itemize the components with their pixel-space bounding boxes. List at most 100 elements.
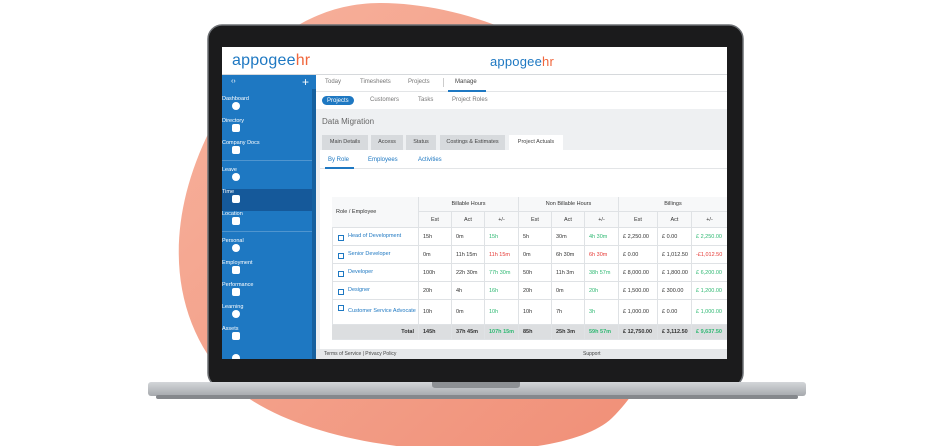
row-label-text[interactable]: Developer (348, 268, 374, 275)
top-tab[interactable]: Timesheets (360, 79, 391, 85)
view-tab[interactable]: By Role (328, 157, 350, 163)
sidebar-label: Company Docs (222, 140, 260, 146)
sidebar-item[interactable]: Learning (222, 304, 312, 326)
sub-tab[interactable]: Project Roles (452, 97, 488, 103)
column-header: +/- (585, 212, 619, 228)
sidebar-item[interactable]: Directory (222, 118, 312, 140)
table-cell: 11h 3m (552, 264, 585, 282)
laptop-lip (156, 395, 798, 399)
group-header: Billings (619, 197, 727, 212)
row-header: Role / Employee (332, 197, 419, 228)
top-tab[interactable]: Manage (455, 79, 477, 85)
logo-text: appogee (232, 52, 296, 69)
content-panel (320, 150, 727, 349)
table-cell: 0m (519, 246, 552, 264)
table-cell: 30m (552, 228, 585, 246)
logo-accent: hr (542, 54, 554, 69)
table-cell: £ 1,200.00 (692, 282, 727, 300)
row-label-text[interactable]: Head of Development (348, 232, 402, 239)
table-cell: 6h 30m (552, 246, 585, 264)
logo-accent: hr (295, 52, 311, 69)
table-cell: £ 0.00 (658, 300, 692, 325)
top-tab[interactable]: Today (325, 79, 342, 85)
table-border (332, 197, 333, 340)
footer-links[interactable]: Terms of Service | Privacy Policy (324, 351, 397, 357)
column-header: +/- (485, 212, 519, 228)
row-label-text[interactable]: Customer Service Advocate (348, 308, 416, 315)
active-view-underline (325, 167, 354, 169)
sidebar-item[interactable]: Dashboard (222, 96, 312, 118)
column-header: Est (519, 212, 552, 228)
section-tab[interactable]: Main Details (322, 135, 368, 150)
sidebar-label: Personal (222, 238, 244, 244)
expand-icon (338, 271, 344, 277)
section-tab[interactable]: Status (406, 135, 436, 150)
sidebar-item[interactable]: Personal (222, 238, 312, 260)
sidebar-item[interactable]: Employment (222, 260, 312, 282)
row-label: Senior Developer (332, 246, 419, 264)
view-tab[interactable]: Employees (368, 157, 398, 163)
sub-tab[interactable]: Projects (322, 96, 354, 105)
row-label: Customer Service Advocate (332, 300, 419, 325)
sidebar-item-partial (232, 354, 240, 359)
collapse-icon[interactable]: ‹› (231, 78, 236, 85)
sub-tab[interactable]: Tasks (418, 97, 434, 103)
add-button[interactable]: + (302, 75, 310, 89)
row-label: Designer (332, 282, 419, 300)
logo-left: appogeehr (232, 52, 310, 70)
table-cell: 20h (519, 282, 552, 300)
row-label-text[interactable]: Senior Developer (348, 250, 391, 257)
table-cell: 20h (585, 282, 619, 300)
top-tab[interactable]: Projects (408, 79, 430, 85)
table-cell: 11h 15m (485, 246, 519, 264)
sidebar-item[interactable]: Location (222, 211, 312, 233)
table-cell: 15h (419, 228, 452, 246)
sidebar: ‹› + Dashboard Directory Company Docs Leave… (222, 75, 316, 359)
sidebar-icon (232, 244, 240, 252)
scrollbar (312, 89, 316, 359)
table-cell: 0m (452, 300, 485, 325)
view-tab[interactable]: Activities (418, 157, 442, 163)
table-cell: 15h (485, 228, 519, 246)
logo-text: appogee (490, 54, 543, 69)
table-cell: 38h 57m (585, 264, 619, 282)
table-cell: 10h (419, 300, 452, 325)
sidebar-item[interactable]: Time (222, 189, 312, 211)
sidebar-item[interactable]: Assets (222, 326, 312, 348)
app-screen: appogeehr appogeehr ‹› + Dashboard Direct… (222, 47, 727, 359)
sidebar-label: Directory (222, 118, 245, 124)
row-label: Head of Development (332, 228, 419, 246)
sidebar-label: Dashboard (222, 96, 249, 102)
sub-tab[interactable]: Customers (370, 97, 400, 103)
table-cell: £ 0.00 (658, 228, 692, 246)
table-cell: 10h (519, 300, 552, 325)
table-cell: £ 1,000.00 (619, 300, 658, 325)
table-cell: 0m (419, 246, 452, 264)
table-cell: £ 2,250.00 (619, 228, 658, 246)
section-tab[interactable]: Project Actuals (509, 135, 563, 150)
sidebar-label: Time (222, 189, 235, 195)
sidebar-item[interactable]: Leave (222, 167, 312, 189)
view-tab-divider (320, 168, 727, 169)
sidebar-item[interactable]: Company Docs (222, 140, 312, 162)
sidebar-label: Assets (222, 326, 239, 332)
table-cell: 50h (519, 264, 552, 282)
table-cell: 4h (452, 282, 485, 300)
section-tab[interactable]: Access (371, 135, 403, 150)
table-cell: 0m (552, 282, 585, 300)
row-label-text[interactable]: Designer (348, 286, 371, 293)
sidebar-label: Leave (222, 167, 237, 173)
laptop-base (148, 382, 806, 396)
table-cell: £ 6,200.00 (692, 264, 727, 282)
footer-support[interactable]: Support (583, 351, 601, 357)
row-label: Developer (332, 264, 419, 282)
section-tab[interactable]: Costings & Estimates (440, 135, 505, 150)
table-cell: £ 300.00 (658, 282, 692, 300)
column-header: Est (619, 212, 658, 228)
table-cell: 11h 15m (452, 246, 485, 264)
total-cell: 85h (519, 325, 552, 340)
sidebar-icon (232, 146, 240, 154)
sidebar-item[interactable]: Performance (222, 282, 312, 304)
group-header: Non Billable Hours (519, 197, 619, 212)
